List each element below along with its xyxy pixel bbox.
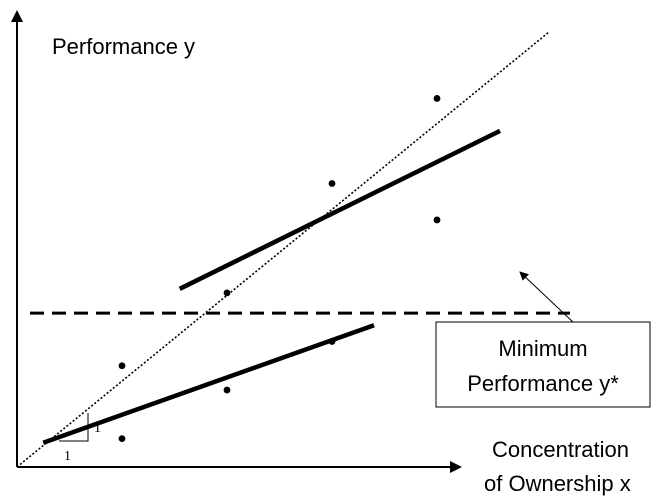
data-point-6	[328, 180, 336, 187]
data-point-1	[118, 362, 126, 370]
threshold-callout-arrow	[519, 271, 575, 324]
threshold-label-line-1: Minimum	[498, 336, 587, 361]
y-axis-label: Performance y	[52, 34, 195, 59]
x-axis-label-line-2: of Ownership x	[484, 471, 631, 496]
regression-line-1	[42, 323, 375, 445]
x-axis-label-line-1: Concentration	[492, 437, 629, 462]
slope-rise-label: 1	[94, 421, 101, 436]
slope-run-label: 1	[64, 449, 71, 464]
data-point-2	[118, 435, 126, 443]
data-point-7	[433, 216, 441, 224]
threshold-label-box	[435, 321, 651, 408]
reference-line-45deg	[16, 31, 550, 468]
regression-line-2	[178, 128, 501, 291]
data-point-8	[433, 95, 441, 102]
data-point-4	[328, 338, 336, 345]
threshold-label-line-2: Performance y*	[467, 371, 619, 396]
data-point-3	[223, 386, 231, 394]
data-point-5	[223, 289, 231, 297]
slope-marker: 1 1	[59, 413, 101, 464]
